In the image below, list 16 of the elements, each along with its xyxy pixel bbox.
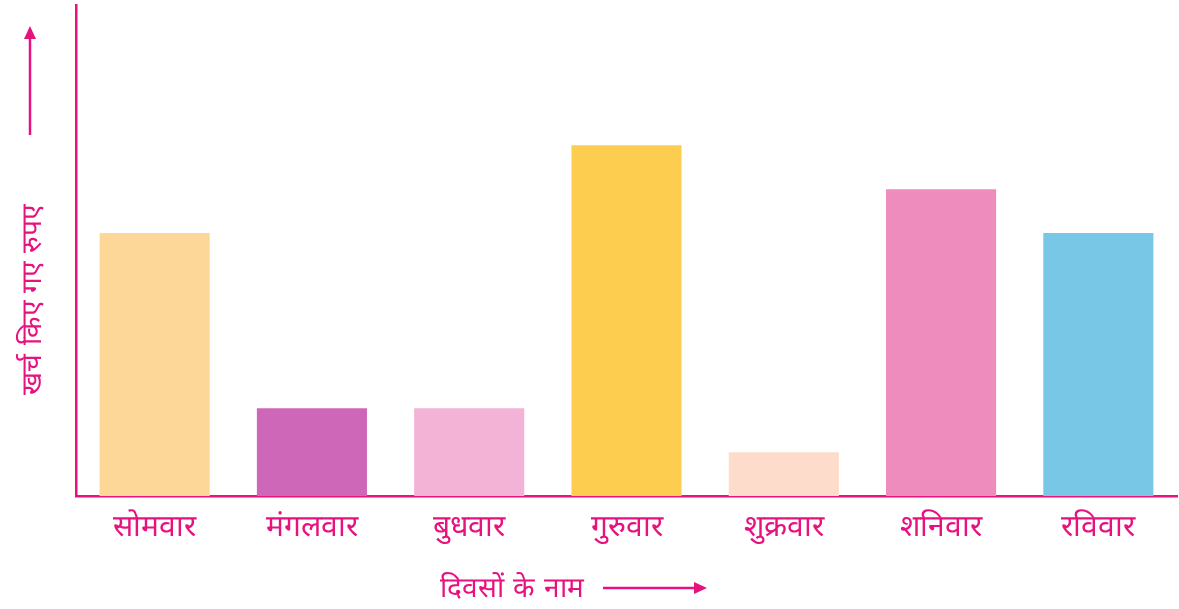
bar bbox=[414, 408, 525, 496]
bar bbox=[571, 145, 682, 496]
x-tick-label: मंगलवार bbox=[265, 507, 359, 543]
x-tick-label: शुक्रवार bbox=[743, 507, 825, 545]
x-axis-title: दिवसों के नाम bbox=[440, 570, 584, 606]
x-tick-label: बुधवार bbox=[433, 507, 507, 545]
bar bbox=[99, 232, 210, 496]
y-axis-title: खर्च किए गए रुपए bbox=[14, 204, 49, 396]
x-tick-label: गुरुवार bbox=[590, 507, 664, 545]
bar bbox=[886, 189, 997, 496]
bar bbox=[256, 408, 367, 496]
bar bbox=[1043, 232, 1154, 496]
x-tick-label: शनिवार bbox=[900, 507, 984, 543]
x-tick-label: रविवार bbox=[1061, 507, 1137, 543]
x-tick-label: सोमवार bbox=[113, 507, 198, 543]
bar bbox=[728, 452, 839, 496]
